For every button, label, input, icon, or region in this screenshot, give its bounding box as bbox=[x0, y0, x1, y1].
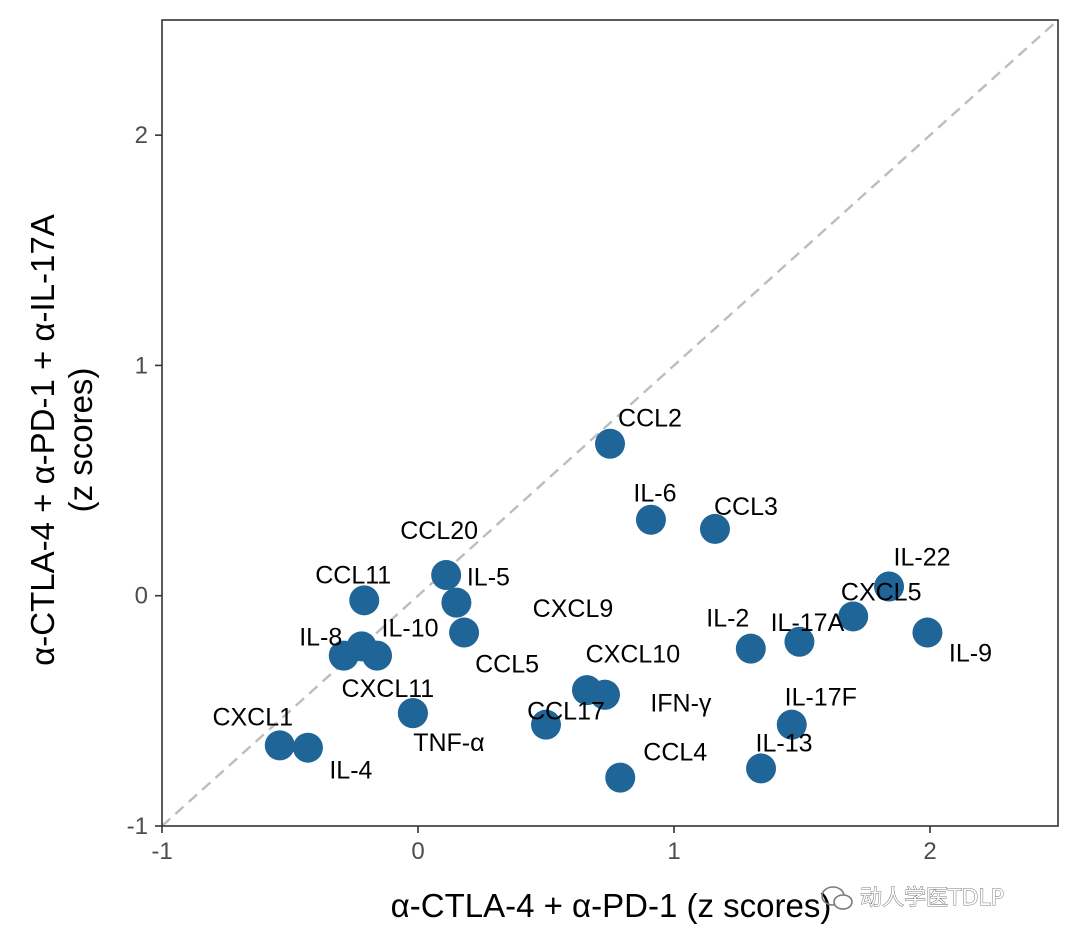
y-axis-title-line1: α-CTLA-4 + α-PD-1 + α-IL-17A bbox=[24, 214, 61, 666]
data-point bbox=[838, 601, 869, 632]
x-tick-label: 1 bbox=[667, 838, 680, 865]
wechat-icon bbox=[821, 886, 853, 910]
data-point bbox=[874, 571, 905, 602]
point-label: CXCL1 bbox=[212, 703, 293, 731]
point-label: CCL11 bbox=[315, 561, 391, 589]
data-point bbox=[531, 709, 561, 740]
data-point bbox=[264, 730, 295, 761]
data-point bbox=[431, 559, 462, 590]
point-label: IL-2 bbox=[706, 605, 749, 633]
point-label: CXCL5 bbox=[841, 578, 922, 606]
data-point bbox=[595, 428, 625, 459]
data-point bbox=[441, 587, 472, 618]
y-axis-title: α-CTLA-4 + α-PD-1 + α-IL-17A (z scores) bbox=[24, 214, 99, 666]
axis-ticks: -1 0 1 2 -1 0 1 2 bbox=[127, 122, 937, 865]
point-label: CCL4 bbox=[643, 739, 707, 767]
y-axis-title-line2: (z scores) bbox=[62, 368, 99, 513]
chart-labels: CCL2 IL-6 CCL3 CCL20 IL-5 CCL11 IL-8 IL-10 CCL5 C… bbox=[212, 405, 992, 785]
watermark-text: 动人学医TDLP bbox=[860, 886, 1004, 911]
data-point bbox=[912, 617, 943, 648]
data-point bbox=[346, 631, 377, 662]
x-tick-label: -1 bbox=[151, 838, 172, 865]
data-point bbox=[776, 709, 807, 740]
point-label: IL-13 bbox=[756, 729, 813, 757]
data-point bbox=[292, 732, 323, 763]
y-tick-label: 0 bbox=[135, 583, 148, 610]
x-tick-label: 0 bbox=[411, 838, 424, 865]
point-label: IL-8 bbox=[299, 624, 342, 652]
point-label: IL-10 bbox=[382, 615, 439, 643]
data-point bbox=[605, 762, 636, 793]
point-label: CXCL10 bbox=[586, 641, 681, 669]
point-label: IL-5 bbox=[467, 564, 510, 592]
data-point bbox=[449, 617, 480, 648]
point-label: CCL2 bbox=[618, 405, 682, 433]
data-point bbox=[397, 698, 428, 729]
data-point bbox=[784, 626, 815, 657]
point-label: CCL3 bbox=[714, 493, 778, 521]
x-tick-label: 2 bbox=[923, 838, 936, 865]
point-label: IL-6 bbox=[633, 480, 676, 508]
data-point bbox=[589, 679, 620, 710]
point-label: IL-22 bbox=[894, 544, 951, 572]
point-label: CCL20 bbox=[400, 517, 478, 545]
point-label: IL-4 bbox=[329, 757, 372, 785]
point-label: TNF-α bbox=[413, 729, 484, 757]
watermark: 动人学医TDLP bbox=[821, 886, 1004, 911]
data-point bbox=[746, 753, 777, 784]
point-label: IL-17A bbox=[771, 609, 845, 637]
y-tick-label: -1 bbox=[127, 813, 148, 840]
y-tick-label: 2 bbox=[135, 122, 148, 149]
y-tick-label: 1 bbox=[135, 352, 148, 379]
point-label: IL-17F bbox=[785, 684, 857, 712]
point-label: IFN-γ bbox=[650, 690, 712, 718]
point-label: CXCL9 bbox=[533, 595, 614, 623]
data-point bbox=[635, 504, 666, 535]
data-point bbox=[735, 633, 766, 664]
point-label: CCL17 bbox=[527, 698, 605, 726]
x-axis-title: α-CTLA-4 + α-PD-1 (z scores) bbox=[391, 887, 832, 924]
data-point bbox=[699, 513, 730, 544]
identity-reference-line bbox=[161, 19, 1059, 827]
point-label: CCL5 bbox=[475, 651, 539, 679]
point-label: CXCL11 bbox=[342, 675, 435, 703]
point-label: IL-9 bbox=[949, 640, 992, 668]
plot-panel-border bbox=[161, 19, 1059, 827]
chart-markers bbox=[161, 19, 1059, 827]
data-point bbox=[349, 585, 380, 616]
